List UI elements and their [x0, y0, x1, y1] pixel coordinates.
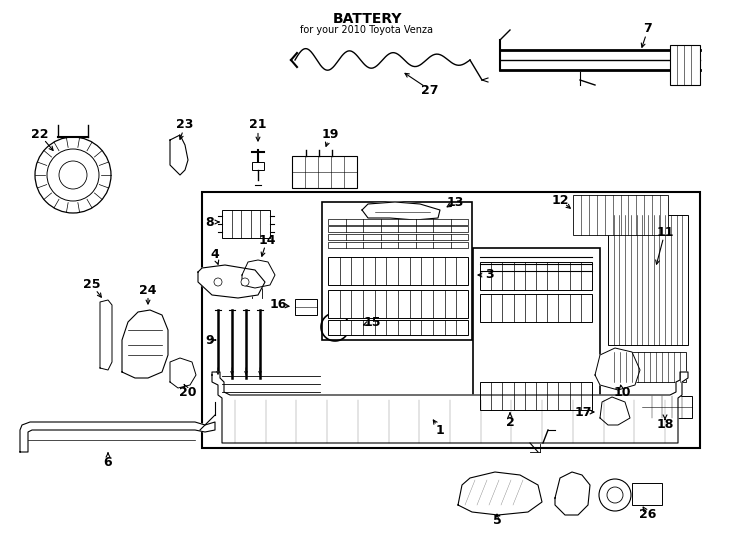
Circle shape [35, 137, 111, 213]
Polygon shape [600, 397, 630, 425]
Polygon shape [362, 202, 440, 220]
Text: BATTERY: BATTERY [333, 12, 401, 26]
Text: 24: 24 [139, 284, 157, 296]
Bar [480, 382, 592, 410]
Circle shape [47, 149, 99, 201]
Bar [202, 192, 700, 448]
Polygon shape [20, 422, 215, 452]
Polygon shape [242, 260, 275, 288]
Bar [670, 45, 700, 85]
Bar [328, 290, 468, 318]
Bar [608, 215, 688, 345]
Bar [222, 210, 270, 238]
Polygon shape [170, 135, 188, 175]
Text: 27: 27 [421, 84, 439, 97]
Bar [345, 325, 359, 335]
Text: 7: 7 [644, 23, 653, 36]
Text: 19: 19 [321, 129, 338, 141]
Polygon shape [122, 310, 168, 378]
Text: 8: 8 [206, 215, 214, 228]
Text: 5: 5 [493, 514, 501, 526]
Bar [328, 257, 468, 285]
Circle shape [607, 487, 623, 503]
Polygon shape [198, 265, 265, 298]
Text: 2: 2 [506, 415, 515, 429]
Polygon shape [555, 472, 590, 515]
Bar [608, 352, 686, 382]
Text: 4: 4 [211, 248, 219, 261]
Polygon shape [458, 472, 542, 515]
Polygon shape [170, 358, 196, 388]
Bar [573, 195, 668, 235]
Bar [252, 162, 264, 170]
Text: 11: 11 [656, 226, 674, 239]
Polygon shape [212, 372, 688, 443]
Bar [295, 299, 317, 315]
Bar [632, 483, 662, 505]
Text: 20: 20 [179, 386, 197, 399]
Text: for your 2010 Toyota Venza: for your 2010 Toyota Venza [300, 25, 434, 35]
Text: 14: 14 [258, 233, 276, 246]
Text: 12: 12 [551, 193, 569, 206]
Circle shape [214, 278, 222, 286]
Bar [328, 320, 468, 335]
Text: 22: 22 [32, 129, 48, 141]
Text: 9: 9 [206, 334, 214, 347]
Text: 13: 13 [446, 195, 464, 208]
Text: 25: 25 [83, 279, 101, 292]
Text: 16: 16 [269, 299, 287, 312]
Bar [328, 234, 468, 240]
Bar [322, 202, 472, 340]
Text: 6: 6 [103, 456, 112, 469]
Text: 1: 1 [435, 423, 444, 436]
Text: 18: 18 [656, 418, 674, 431]
Text: 3: 3 [486, 268, 494, 281]
Text: 15: 15 [363, 315, 381, 328]
Bar [473, 248, 600, 428]
Circle shape [241, 278, 249, 286]
Circle shape [59, 161, 87, 189]
Bar [480, 294, 592, 322]
Bar [328, 219, 468, 225]
Text: 23: 23 [176, 118, 194, 132]
Text: 21: 21 [250, 118, 266, 132]
Bar [642, 396, 692, 418]
Text: 10: 10 [613, 386, 631, 399]
Bar [328, 242, 468, 248]
Polygon shape [100, 300, 112, 370]
Bar [292, 156, 357, 188]
Polygon shape [595, 348, 640, 390]
Bar [328, 226, 468, 232]
Text: 17: 17 [574, 406, 592, 419]
Bar [480, 262, 592, 290]
Text: 26: 26 [639, 509, 657, 522]
Circle shape [599, 479, 631, 511]
